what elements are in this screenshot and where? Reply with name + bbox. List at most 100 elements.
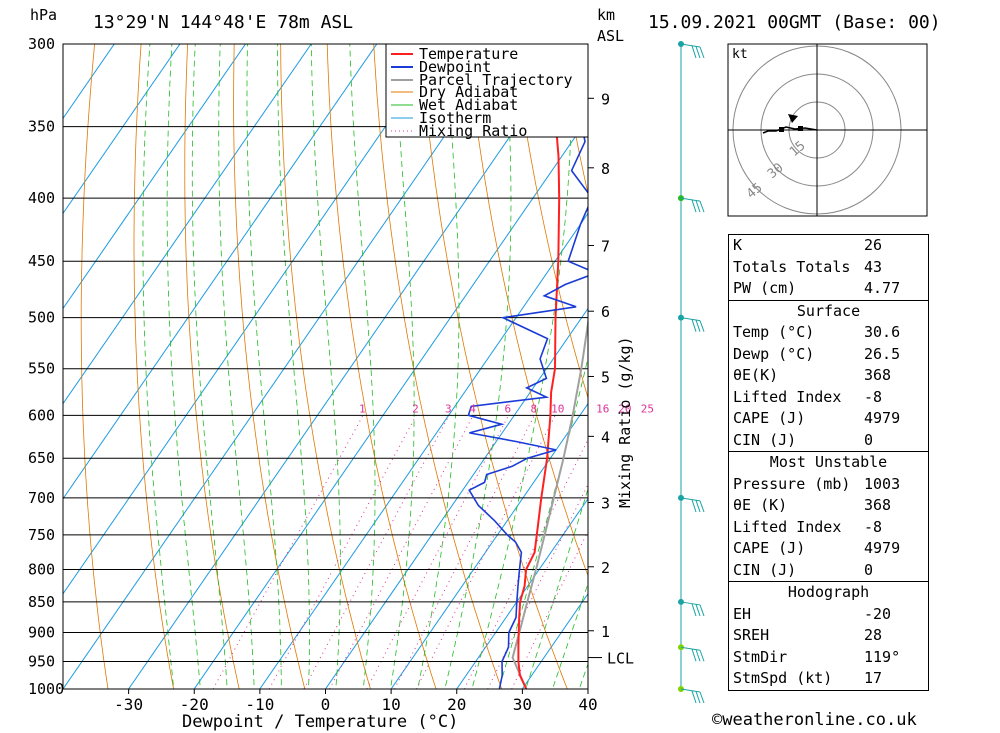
temperature-line: [517, 126, 561, 689]
mu-cin-value: 0: [864, 560, 874, 579]
legend-mixing-ratio: Mixing Ratio: [419, 122, 527, 140]
mixing-ratio-label: 6: [505, 402, 512, 415]
temp-tick-label: 40: [578, 695, 597, 714]
surface-cin-value: 0: [864, 430, 874, 449]
isotherm-line: [259, 212, 588, 689]
isotherm-line: [0, 0, 116, 715]
pressure-tick-label: 550: [28, 360, 55, 378]
pressure-tick-label: 600: [28, 406, 55, 424]
wind-barb-850-shaft: [680, 601, 701, 606]
mixing-ratio-label: 10: [551, 402, 564, 415]
legend-dewpoint: Dewpoint: [419, 58, 491, 76]
pw-value: 4.77: [864, 279, 901, 297]
profiles: [467, 44, 588, 689]
mixing-ratio-line: [268, 415, 417, 689]
mu-li-value: -8: [864, 517, 883, 536]
wet-adiabat-line: [142, 44, 175, 689]
asl-label: ASL: [597, 27, 624, 45]
mu-theta-value: 368: [864, 496, 892, 514]
surface-dewp-value: 26.5: [864, 344, 901, 363]
wind-profile: [678, 41, 705, 704]
isotherm-line: [390, 402, 588, 689]
mu-li-label: Lifted Index: [733, 517, 842, 536]
isotherm-line: [456, 497, 588, 689]
wind-barb-925-shaft: [680, 646, 701, 651]
mixing-ratio-label: 20: [618, 402, 631, 415]
temp-tick-label: -20: [180, 695, 209, 714]
mu-pressure-value: 1003: [864, 474, 901, 493]
pressure-tick-label: 350: [28, 118, 55, 136]
wind-barb-400-feather: [695, 200, 701, 213]
km-tick-label: 4: [601, 428, 610, 446]
wind-barb-850-feather: [691, 603, 697, 617]
wind-barb-925-feather: [699, 650, 705, 662]
sreh-label: SREH: [733, 626, 770, 644]
k-label: K: [733, 236, 743, 254]
tt-label: Totals Totals: [733, 257, 851, 276]
wind-barb-500-feather: [691, 319, 697, 332]
wet-adiabat-line: [246, 44, 282, 689]
stmdir-value: 119°: [864, 647, 901, 666]
wind-barb-850-feather: [695, 604, 701, 617]
surface-cape-value: 4979: [864, 409, 901, 427]
isobars: [63, 43, 588, 690]
isotherm-line: [193, 117, 588, 689]
mu-cape-value: 4979: [864, 539, 901, 557]
hodograph-unit: kt: [732, 47, 748, 62]
dry-adiabat-line: [280, 44, 371, 689]
dry-adiabat-line: [944, 0, 1000, 715]
legend-wet-adiabat: Wet Adiabat: [419, 96, 518, 114]
wind-barb-700-feather: [695, 500, 701, 513]
wind-barb-300-shaft: [680, 43, 701, 48]
temp-tick-label: 0: [321, 695, 331, 714]
wind-barb-300-feather: [695, 46, 701, 59]
indices-table: K 26 Totals Totals 43 PW (cm) 4.77 Surface …: [728, 234, 929, 691]
mixing-ratio-label: 4: [469, 402, 476, 415]
wind-barb-300-feather: [691, 45, 697, 59]
hodograph-point: [779, 127, 784, 132]
axes: 1 2 3 4 6 8 10 16 20 2530035040045050055060065070…: [28, 35, 654, 714]
legend-isotherm: Isotherm: [419, 109, 491, 127]
pressure-tick-label: 800: [28, 560, 55, 578]
surface-temp-value: 30.6: [864, 323, 901, 341]
mu-cape-label: CAPE (J): [733, 539, 806, 557]
dry-adiabat-line: [989, 0, 1000, 715]
dewpoint-line: [467, 44, 588, 689]
location-title: 13°29'N 144°48'E 78m ASL: [93, 12, 353, 33]
wet-adiabat-line: [218, 44, 255, 689]
most-unstable-title: Most Unstable: [769, 453, 888, 471]
mixing-ratio-label: 8: [531, 402, 538, 415]
isotherm-line: [63, 44, 247, 310]
mixing-ratio-line: [303, 415, 450, 689]
tt-value: 43: [864, 257, 883, 276]
isotherm-line: [324, 307, 588, 689]
x-axis-title: Dewpoint / Temperature (°C): [182, 712, 458, 732]
mixing-ratio-line: [394, 415, 535, 689]
dry-adiabat-line: [512, 44, 588, 400]
wind-barb-500-feather: [695, 319, 701, 332]
hodograph-trace: [762, 126, 818, 134]
wind-barb-700-shaft: [680, 497, 701, 502]
mu-pressure-label: Pressure (mb): [733, 474, 851, 493]
dry-adiabat-line: [559, 44, 588, 196]
plot-frame: [62, 43, 589, 690]
dry-adiabat-line: [184, 44, 240, 689]
pressure-tick-label: 750: [28, 526, 55, 544]
credit-link[interactable]: ©weatheronline.co.uk: [712, 710, 917, 730]
surface-li-label: Lifted Index: [733, 387, 842, 406]
stmspd-value: 17: [864, 669, 883, 687]
mu-cin-label: CIN (J): [733, 560, 797, 579]
pressure-tick-label: 700: [28, 489, 55, 507]
km-tick-label: 5: [601, 368, 610, 386]
wet-adiabat-line: [310, 44, 341, 689]
pw-label: PW (cm): [733, 279, 797, 297]
wind-barb-500-feather: [699, 320, 705, 332]
surface-cin-label: CIN (J): [733, 430, 797, 449]
dry-adiabat-line: [233, 44, 306, 689]
pressure-tick-label: 450: [28, 252, 55, 270]
hpa-label: hPa: [30, 6, 57, 24]
surface-cape-label: CAPE (J): [733, 409, 806, 427]
wind-barb-850-feather: [699, 604, 705, 617]
pressure-tick-label: 500: [28, 309, 55, 327]
eh-label: EH: [733, 604, 752, 623]
